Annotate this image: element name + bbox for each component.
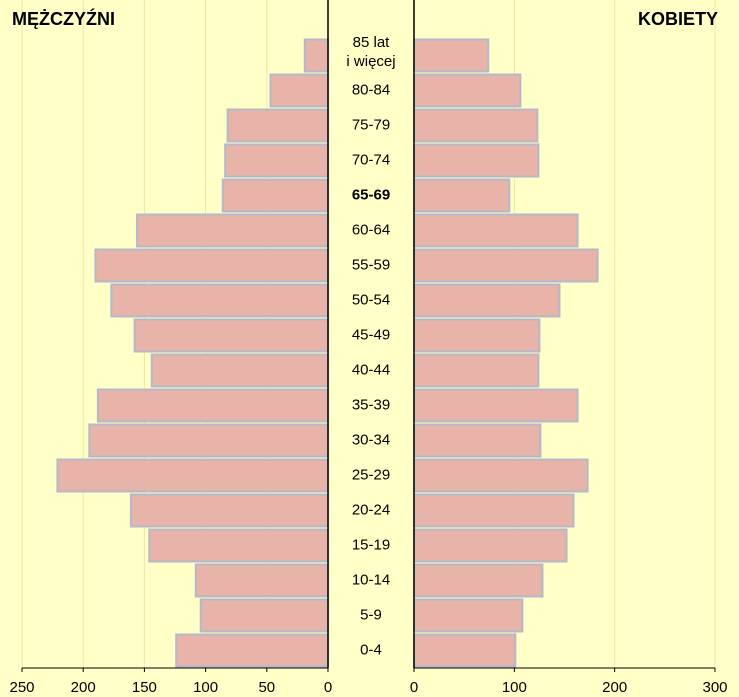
bar	[133, 318, 329, 353]
category-label: 10-14	[352, 571, 390, 588]
bar	[136, 213, 329, 248]
bar	[413, 598, 524, 633]
category-label-line: 20-24	[352, 501, 390, 518]
category-label: 75-79	[352, 116, 390, 133]
bar	[110, 283, 329, 318]
bar	[175, 633, 329, 668]
bar	[129, 493, 329, 528]
category-label-line: 25-29	[352, 466, 390, 483]
bar	[224, 143, 330, 178]
bars	[56, 38, 599, 668]
bar	[413, 423, 542, 458]
bar	[413, 493, 575, 528]
category-label-line: 45-49	[352, 326, 390, 343]
category-label: 45-49	[352, 326, 390, 343]
category-label-line: 40-44	[352, 361, 390, 378]
x-tick-label: 50	[258, 679, 275, 696]
bar	[150, 353, 329, 388]
bar	[413, 248, 599, 283]
bar	[413, 318, 541, 353]
category-label-line: i więcej	[346, 53, 395, 70]
bar	[88, 423, 329, 458]
bar	[96, 388, 329, 423]
bar	[199, 598, 329, 633]
x-tick-label: 200	[602, 679, 627, 696]
category-label: 15-19	[352, 536, 390, 553]
x-tick-label: 300	[702, 679, 727, 696]
panel-title: KOBIETY	[638, 9, 718, 29]
bar	[148, 528, 329, 563]
category-label: 70-74	[352, 151, 390, 168]
category-label: 25-29	[352, 466, 390, 483]
x-tick-label: 200	[71, 679, 96, 696]
bar	[194, 563, 329, 598]
bar	[413, 38, 490, 73]
category-label: 60-64	[352, 221, 390, 238]
category-label-line: 15-19	[352, 536, 390, 553]
bar	[413, 73, 522, 108]
bar	[413, 283, 561, 318]
category-label: 65-69	[352, 186, 390, 203]
x-tick-label: 100	[502, 679, 527, 696]
bar	[269, 73, 329, 108]
category-label-line: 85 lat	[353, 34, 391, 51]
bar	[413, 178, 511, 213]
category-label: 40-44	[352, 361, 390, 378]
category-label-line: 30-34	[352, 431, 390, 448]
x-tick-label: 0	[410, 679, 418, 696]
bar	[413, 528, 568, 563]
panel-title: MĘŻCZYŹNI	[12, 8, 115, 29]
category-label: 30-34	[352, 431, 390, 448]
category-label-line: 65-69	[352, 186, 390, 203]
x-tick-label: 250	[9, 679, 34, 696]
bar	[413, 633, 517, 668]
bar	[413, 563, 544, 598]
category-label: 20-24	[352, 501, 390, 518]
category-label-line: 0-4	[360, 641, 382, 658]
bar	[94, 248, 329, 283]
x-tick-label: 100	[193, 679, 218, 696]
category-label: 80-84	[352, 81, 390, 98]
category-label: 55-59	[352, 256, 390, 273]
category-label-line: 35-39	[352, 396, 390, 413]
category-label-line: 60-64	[352, 221, 390, 238]
bar	[221, 178, 329, 213]
bar	[413, 388, 579, 423]
category-label: 5-9	[360, 606, 382, 623]
category-label: 0-4	[360, 641, 382, 658]
category-label-line: 55-59	[352, 256, 390, 273]
x-tick-label: 0	[324, 679, 332, 696]
category-label: 35-39	[352, 396, 390, 413]
bar	[413, 213, 579, 248]
category-label-line: 70-74	[352, 151, 390, 168]
bar	[413, 353, 540, 388]
category-label: 85 lat i więcej	[346, 34, 395, 70]
category-label: 50-54	[352, 291, 390, 308]
category-label-line: 75-79	[352, 116, 390, 133]
bar	[56, 458, 329, 493]
bar	[413, 458, 589, 493]
category-label-line: 5-9	[360, 606, 382, 623]
category-label-line: 80-84	[352, 81, 390, 98]
category-label-line: 10-14	[352, 571, 390, 588]
bar	[413, 108, 539, 143]
x-tick-label: 150	[132, 679, 157, 696]
bar	[303, 38, 329, 73]
bar	[226, 108, 329, 143]
bar	[413, 143, 540, 178]
category-label-line: 50-54	[352, 291, 390, 308]
